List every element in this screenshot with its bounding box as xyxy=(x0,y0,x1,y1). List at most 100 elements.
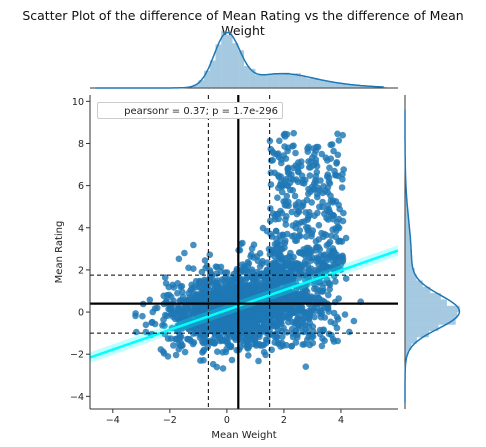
marginal-x-bar xyxy=(249,68,256,88)
scatter-point xyxy=(301,284,309,292)
scatter-point xyxy=(346,328,353,336)
scatter-point xyxy=(278,291,285,299)
scatter-point xyxy=(268,331,275,338)
scatter-point xyxy=(334,151,342,159)
scatter-point xyxy=(326,281,334,289)
marginal-x-bar xyxy=(255,74,262,88)
scatter-point xyxy=(294,168,302,175)
scatter-point xyxy=(253,316,261,324)
scatter-point xyxy=(284,280,291,288)
marginal-y-bar xyxy=(405,337,417,344)
marginal-x-bar xyxy=(369,86,376,88)
scatter-point xyxy=(228,356,236,364)
scatter-point xyxy=(275,249,283,256)
scatter-point xyxy=(265,280,273,288)
scatter-point xyxy=(139,312,146,320)
scatter-point xyxy=(318,150,326,158)
scatter-point xyxy=(312,156,320,163)
scatter-point xyxy=(272,227,280,235)
scatter-point xyxy=(238,323,246,330)
x-tick-label: 4 xyxy=(338,415,344,426)
scatter-point xyxy=(196,334,204,342)
scatter-point xyxy=(167,310,175,318)
scatter-point xyxy=(270,270,277,277)
scatter-point xyxy=(318,306,325,314)
scatter-point xyxy=(252,287,260,295)
scatter-point xyxy=(291,309,299,316)
scatter-point xyxy=(215,332,222,339)
scatter-point xyxy=(332,278,339,285)
scatter-point xyxy=(181,316,189,323)
scatter-point xyxy=(332,233,340,241)
marginal-x-bar xyxy=(261,74,267,88)
scatter-point xyxy=(226,312,233,319)
scatter-point xyxy=(176,319,184,326)
scatter-point xyxy=(278,183,286,190)
y-tick-label: −2 xyxy=(70,350,84,361)
scatter-point xyxy=(325,291,332,299)
marginal-x-bar xyxy=(221,30,227,89)
scatter-point xyxy=(342,275,350,282)
marginal-y-bar xyxy=(405,312,458,319)
scatter-point xyxy=(334,130,341,138)
scatter-point xyxy=(220,314,227,322)
scatter-point xyxy=(292,220,300,227)
scatter-point xyxy=(322,231,330,239)
scatter-point xyxy=(201,318,208,325)
marginal-y-kde xyxy=(404,109,461,403)
scatter-point xyxy=(266,217,274,225)
scatter-point xyxy=(211,340,218,347)
scatter-point xyxy=(189,340,197,348)
scatter-point xyxy=(329,215,337,223)
marginal-y-bar xyxy=(405,229,411,237)
scatter-point xyxy=(327,192,334,199)
x-tick-label: 2 xyxy=(281,415,287,426)
scatter-point xyxy=(203,262,211,270)
scatter-point xyxy=(341,311,349,318)
scatter-point xyxy=(301,341,308,348)
scatter-point xyxy=(185,306,193,314)
marginal-x-bar xyxy=(340,83,347,88)
scatter-point xyxy=(339,176,346,183)
scatter-point xyxy=(289,289,296,296)
scatter-point xyxy=(282,237,289,244)
scatter-point xyxy=(227,295,234,303)
scatter-point xyxy=(270,296,278,304)
scatter-point xyxy=(222,280,230,288)
y-tick-label: 10 xyxy=(72,97,84,108)
scatter-point xyxy=(271,253,278,260)
scatter-point xyxy=(261,313,269,320)
scatter-point xyxy=(296,227,304,234)
marginal-y-bar xyxy=(405,223,410,230)
marginal-x-bar xyxy=(352,85,359,88)
scatter-point xyxy=(206,251,214,258)
marginal-x-bar xyxy=(283,72,290,88)
scatter-point xyxy=(286,186,294,194)
scatter-point xyxy=(255,331,262,339)
scatter-point xyxy=(305,244,313,252)
scatter-point xyxy=(290,142,297,149)
scatter-point xyxy=(184,335,192,343)
scatter-point xyxy=(286,268,294,276)
scatter-point xyxy=(212,263,220,271)
scatter-point xyxy=(190,265,197,273)
scatter-point xyxy=(164,335,172,342)
scatter-point xyxy=(304,227,312,234)
scatter-point xyxy=(244,308,251,315)
marginal-y-bar xyxy=(405,305,460,313)
scatter-point xyxy=(335,137,343,144)
scatter-point xyxy=(269,309,276,316)
scatter-point xyxy=(319,255,327,262)
scatter-point xyxy=(323,173,331,180)
scatter-point xyxy=(279,231,287,239)
scatter-point xyxy=(199,349,206,356)
scatter-point xyxy=(315,184,322,192)
scatter-point xyxy=(219,365,227,372)
scatter-point xyxy=(217,263,225,271)
marginal-y-bar xyxy=(405,280,423,287)
scatter-point xyxy=(339,170,346,178)
marginal-x-bar xyxy=(318,79,324,88)
scatter-point xyxy=(258,324,265,331)
scatter-point xyxy=(282,221,290,228)
